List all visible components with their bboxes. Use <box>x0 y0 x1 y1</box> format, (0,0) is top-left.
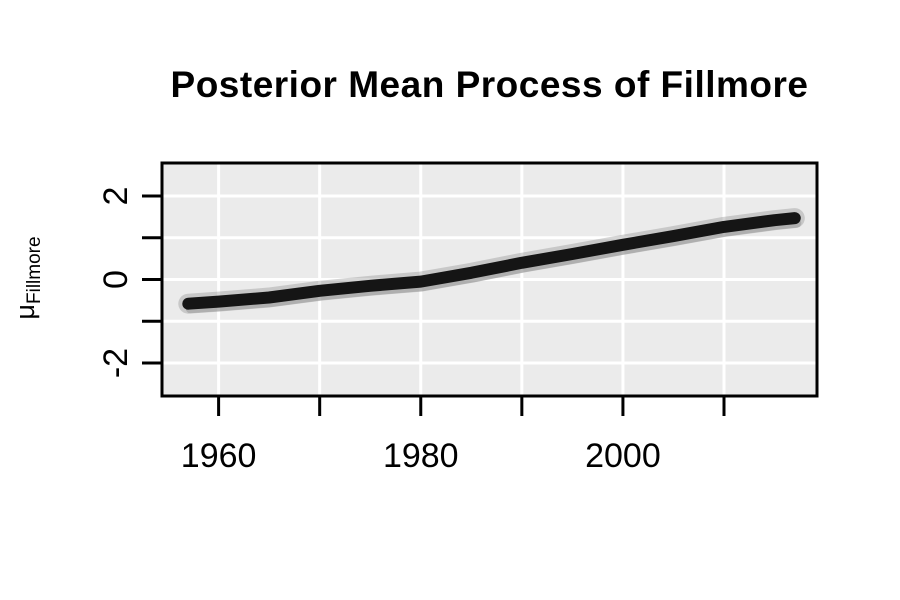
x-tick-label: 1960 <box>181 437 257 475</box>
plot-border-box <box>160 161 819 398</box>
posterior-mean-curve <box>182 212 801 310</box>
x-tick-label: 1980 <box>383 437 459 475</box>
x-tick-label: 2000 <box>585 437 661 475</box>
y-tick-label: 2 <box>97 187 135 206</box>
y-tick-label: 0 <box>97 270 135 289</box>
y-tick-label: -2 <box>97 348 135 378</box>
chart-title: Posterior Mean Process of Fillmore <box>170 64 809 105</box>
